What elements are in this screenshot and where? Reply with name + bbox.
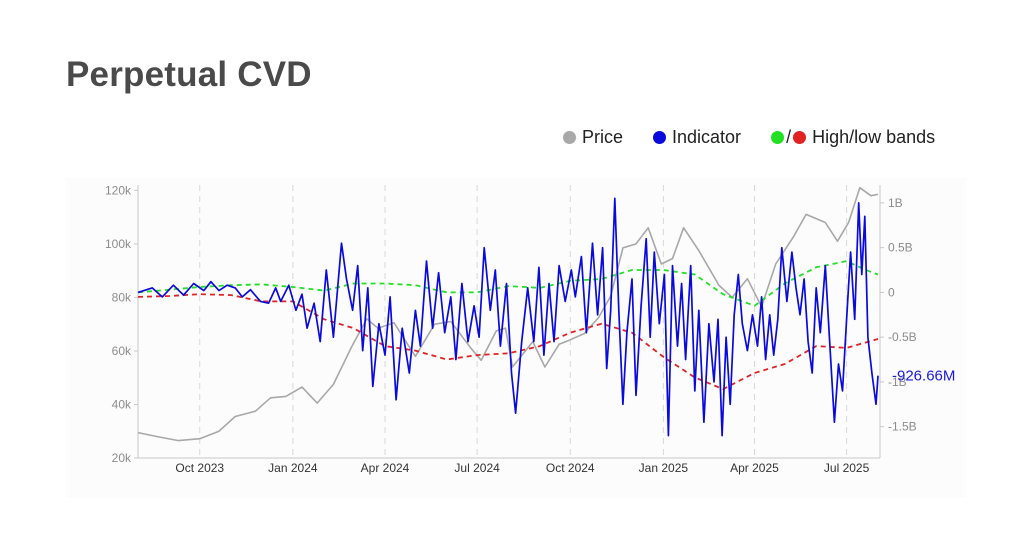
legend-label-bands: High/low bands	[812, 126, 936, 147]
page-title: Perpetual CVD	[66, 55, 312, 94]
x-tick-label: Jul 2025	[824, 461, 870, 475]
left-tick-label: 40k	[112, 397, 132, 411]
x-tick-label: Jul 2024	[454, 461, 500, 475]
right-tick-label: 0.5B	[888, 241, 913, 255]
low-band-dot-icon	[793, 130, 807, 144]
x-tick-label: Jan 2025	[639, 461, 689, 475]
left-tick-label: 60k	[112, 344, 132, 358]
right-tick-label: -1B	[888, 375, 907, 389]
legend-label-indicator: Indicator	[672, 126, 742, 147]
left-tick-label: 100k	[105, 237, 132, 251]
chart-legend: Price Indicator / High/low bands	[563, 125, 935, 149]
x-tick-label: Apr 2025	[730, 461, 779, 475]
x-tick-label: Apr 2024	[361, 461, 410, 475]
right-tick-label: 0	[888, 285, 895, 299]
indicator-dot-icon	[653, 130, 667, 144]
price-line	[137, 186, 879, 442]
price-dot-icon	[563, 130, 576, 144]
x-tick-label: Oct 2024	[546, 461, 595, 475]
legend-separator: /	[786, 126, 792, 147]
legend-item-bands[interactable]: / High/low bands	[771, 127, 935, 148]
legend-item-price[interactable]: Price	[563, 127, 623, 148]
x-tick-label: Oct 2023	[175, 461, 224, 475]
legend-item-indicator[interactable]: Indicator	[653, 127, 741, 148]
indicator-line	[137, 197, 879, 437]
left-tick-label: 120k	[105, 183, 132, 197]
left-tick-label: 80k	[112, 290, 132, 304]
right-tick-label: -1.5B	[888, 420, 917, 434]
chart-background	[66, 178, 966, 498]
legend-label-price: Price	[582, 126, 624, 147]
right-tick-label: 1B	[888, 196, 903, 210]
indicator-last-value-label: -926.66M	[892, 368, 955, 385]
left-tick-label: 20k	[112, 451, 132, 465]
high-band-dot-icon	[771, 130, 785, 144]
x-tick-label: Jan 2024	[268, 461, 318, 475]
right-tick-label: -0.5B	[888, 330, 917, 344]
